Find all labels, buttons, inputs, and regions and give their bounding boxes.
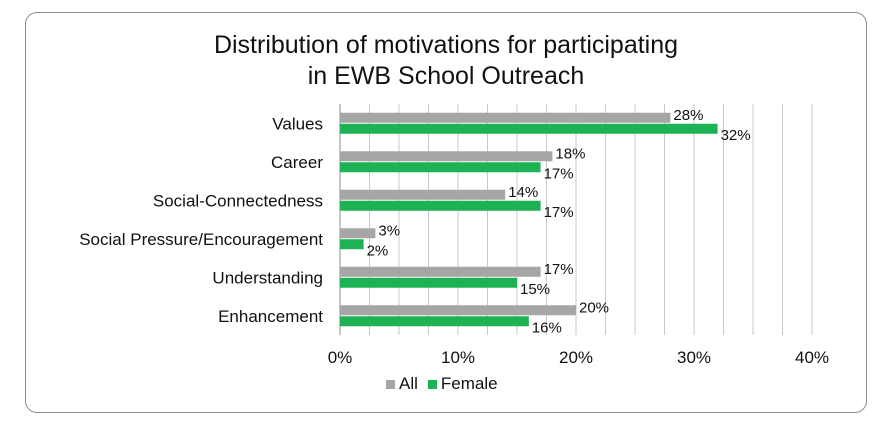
legend-item-female: Female	[427, 374, 498, 394]
legend-swatch-all	[386, 379, 395, 389]
bar-all	[340, 189, 506, 200]
legend-swatch-female	[427, 379, 437, 389]
bar-all	[340, 266, 541, 277]
bar-all	[340, 112, 671, 123]
category-label: Understanding	[212, 268, 323, 287]
bar-female	[340, 277, 517, 288]
chart-title-line-2: in EWB School Outreach	[307, 62, 585, 90]
data-label-female: 2%	[367, 242, 389, 259]
category-label: Enhancement	[218, 307, 323, 326]
x-tick-label: 10%	[441, 348, 475, 367]
data-label-all: 20%	[579, 299, 609, 316]
x-tick-label: 20%	[559, 348, 593, 367]
data-label-female: 17%	[544, 165, 574, 182]
data-label-female: 15%	[520, 281, 550, 298]
category-label: Career	[271, 153, 323, 172]
category-label: Values	[272, 114, 323, 133]
bar-female	[340, 239, 364, 250]
data-label-all: 3%	[378, 222, 400, 239]
chart-frame	[25, 12, 867, 413]
chart-title-line-1: Distribution of motivations for particip…	[213, 31, 679, 59]
data-label-all: 17%	[544, 261, 574, 278]
bar-female	[340, 123, 718, 134]
bar-female	[340, 162, 541, 173]
legend-label-female: Female	[440, 374, 498, 393]
category-label: Social Pressure/Encouragement	[79, 230, 323, 249]
data-label-female: 16%	[532, 319, 562, 336]
chart-legend: All Female	[386, 374, 508, 394]
x-tick-label: 40%	[795, 348, 829, 367]
bar-all	[340, 305, 576, 316]
bar-all	[340, 151, 553, 162]
data-label-all: 28%	[673, 107, 703, 124]
legend-item-all: All	[386, 374, 418, 394]
bar-female	[340, 200, 541, 211]
bar-female	[340, 316, 529, 327]
legend-label-all: All	[399, 374, 418, 393]
data-label-female: 17%	[544, 204, 574, 221]
x-tick-label: 30%	[677, 348, 711, 367]
x-tick-label: 0%	[328, 348, 353, 367]
data-label-all: 18%	[555, 145, 585, 162]
bar-all	[340, 228, 376, 239]
category-label: Social-Connectedness	[153, 191, 323, 210]
data-label-female: 32%	[721, 127, 751, 144]
data-label-all: 14%	[508, 184, 538, 201]
